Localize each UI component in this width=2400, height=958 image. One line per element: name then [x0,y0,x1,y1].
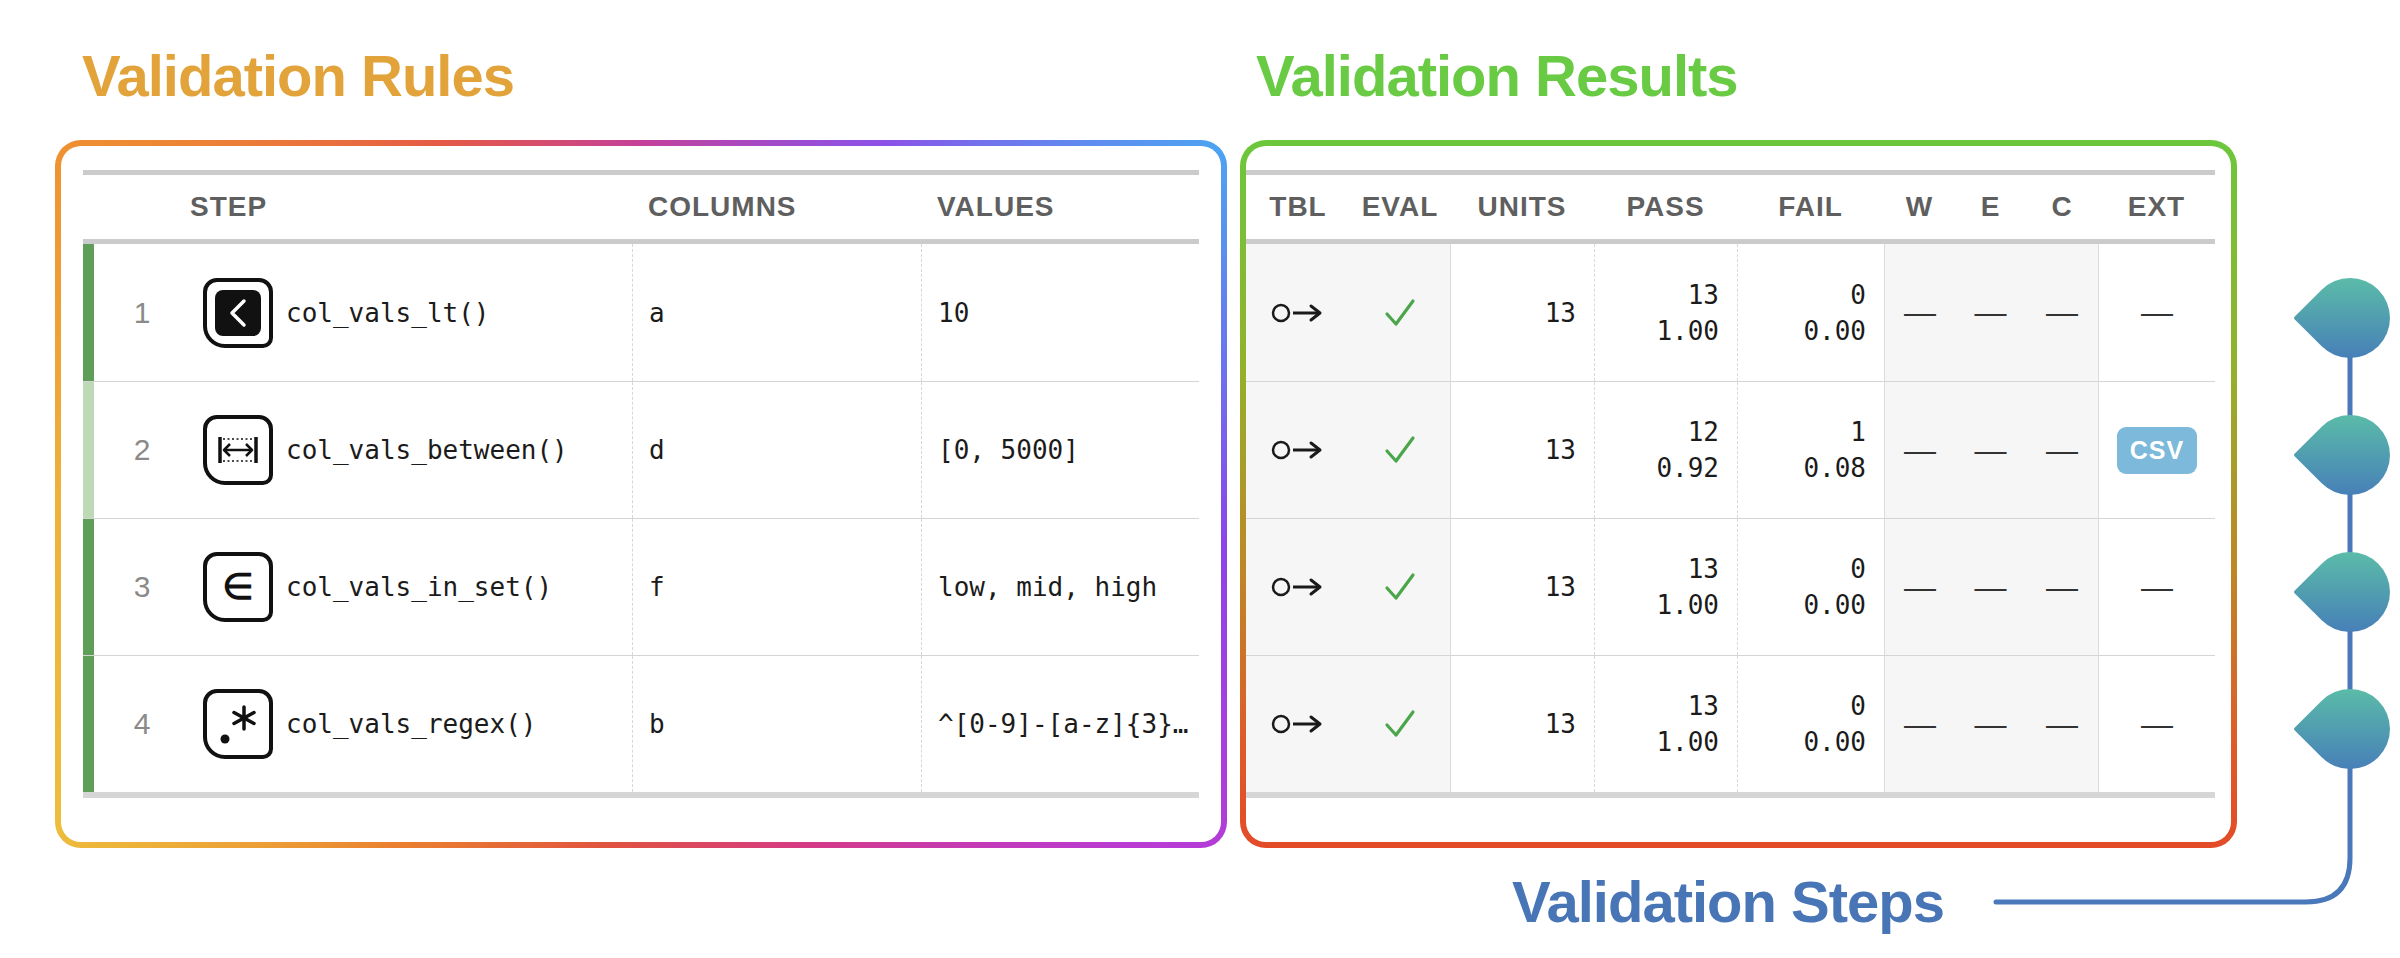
table-row: 13 131.00 00.00 — — — — [1246,655,2215,792]
table-row: 13 131.00 00.00 — — — — [1246,244,2215,381]
table-bottom-rule [1246,792,2215,798]
checkmark-icon [1350,244,1450,381]
circle-arrow-icon [1246,519,1350,655]
validation-function: col_vals_regex() [286,709,632,739]
rules-box: STEP COLUMNS VALUES 1 col_vals_lt() a 10… [55,140,1227,848]
validation-function: col_vals_lt() [286,298,632,328]
pass-indicator-bar [83,382,94,518]
warning-cell: — [1884,244,1955,381]
units-column-header: UNITS [1450,191,1594,223]
values-cell: ^[0-9]-[a-z]{3}… [921,656,1199,792]
checkmark-icon [1350,519,1450,655]
values-cell: [0, 5000] [921,382,1199,518]
c-column-header: C [2026,191,2098,223]
warning-cell: — [1884,382,1955,518]
table-bottom-rule [83,792,1199,798]
table-row: 3 ∈ col_vals_in_set() f low, mid, high [83,518,1199,655]
pass-indicator-bar [83,244,94,381]
error-cell: — [1955,244,2026,381]
critical-cell: — [2026,382,2098,518]
step-number: 4 [94,707,190,741]
w-column-header: W [1884,191,1955,223]
units-cell: 13 [1450,244,1594,381]
checkmark-icon [1350,382,1450,518]
checkmark-icon [1350,656,1450,792]
fail-cell: 10.08 [1737,382,1884,518]
columns-cell: a [632,244,921,381]
steps-title: Validation Steps [1512,868,1944,935]
critical-cell: — [2026,656,2098,792]
fail-cell: 00.00 [1737,519,1884,655]
step-gem-icon [2293,535,2400,648]
units-cell: 13 [1450,656,1594,792]
validation-function: col_vals_between() [286,435,632,465]
results-title: Validation Results [1256,42,1738,109]
e-column-header: E [1955,191,2026,223]
results-box: TBL EVAL UNITS PASS FAIL W E C EXT 13 13… [1240,140,2237,848]
table-row: 2 col_vals_between() d [0, 5000] [83,381,1199,518]
rules-title: Validation Rules [82,42,514,109]
table-row: 13 120.92 10.08 — — — CSV [1246,381,2215,518]
warning-cell: — [1884,519,1955,655]
fail-cell: 00.00 [1737,656,1884,792]
between-arrows-icon [203,415,273,485]
values-cell: low, mid, high [921,519,1199,655]
csv-export-button[interactable]: CSV [2117,427,2197,474]
error-cell: — [1955,656,2026,792]
circle-arrow-icon [1246,656,1350,792]
eval-column-header: EVAL [1350,191,1450,223]
table-header-right: TBL EVAL UNITS PASS FAIL W E C EXT [1246,175,2215,239]
pass-indicator-bar [83,656,94,792]
pass-cell: 131.00 [1594,656,1737,792]
less-than-icon [203,278,273,348]
ext-column-header: EXT [2098,191,2215,223]
table-row: 13 131.00 00.00 — — — — [1246,518,2215,655]
columns-cell: d [632,382,921,518]
pass-cell: 131.00 [1594,244,1737,381]
values-column-header: VALUES [921,191,1199,223]
pass-column-header: PASS [1594,191,1737,223]
dot-asterisk-regex-icon [203,689,273,759]
fail-cell: 00.00 [1737,244,1884,381]
step-gem-icon [2293,261,2400,374]
pass-cell: 131.00 [1594,519,1737,655]
error-cell: — [1955,519,2026,655]
critical-cell: — [2026,244,2098,381]
tbl-column-header: TBL [1246,191,1350,223]
step-number: 2 [94,433,190,467]
step-number: 3 [94,570,190,604]
columns-column-header: COLUMNS [632,191,921,223]
columns-cell: f [632,519,921,655]
units-cell: 13 [1450,382,1594,518]
step-number: 1 [94,296,190,330]
error-cell: — [1955,382,2026,518]
step-column-header: STEP [190,191,632,223]
extract-cell: — [2098,244,2215,381]
critical-cell: — [2026,519,2098,655]
fail-column-header: FAIL [1737,191,1884,223]
pass-cell: 120.92 [1594,382,1737,518]
extract-cell: — [2098,656,2215,792]
circle-arrow-icon [1246,382,1350,518]
table-row: 1 col_vals_lt() a 10 [83,244,1199,381]
pass-indicator-bar [83,519,94,655]
warning-cell: — [1884,656,1955,792]
values-cell: 10 [921,244,1199,381]
validation-function: col_vals_in_set() [286,572,632,602]
columns-cell: b [632,656,921,792]
table-header-left: STEP COLUMNS VALUES [83,175,1199,239]
units-cell: 13 [1450,519,1594,655]
circle-arrow-icon [1246,244,1350,381]
extract-cell: — [2098,519,2215,655]
step-gem-icon [2293,672,2400,785]
table-row: 4 col_vals_regex() b ^[0-9]-[a-z]{3}… [83,655,1199,792]
extract-cell: CSV [2098,382,2215,518]
step-gem-icon [2293,398,2400,511]
element-of-icon: ∈ [203,552,273,622]
